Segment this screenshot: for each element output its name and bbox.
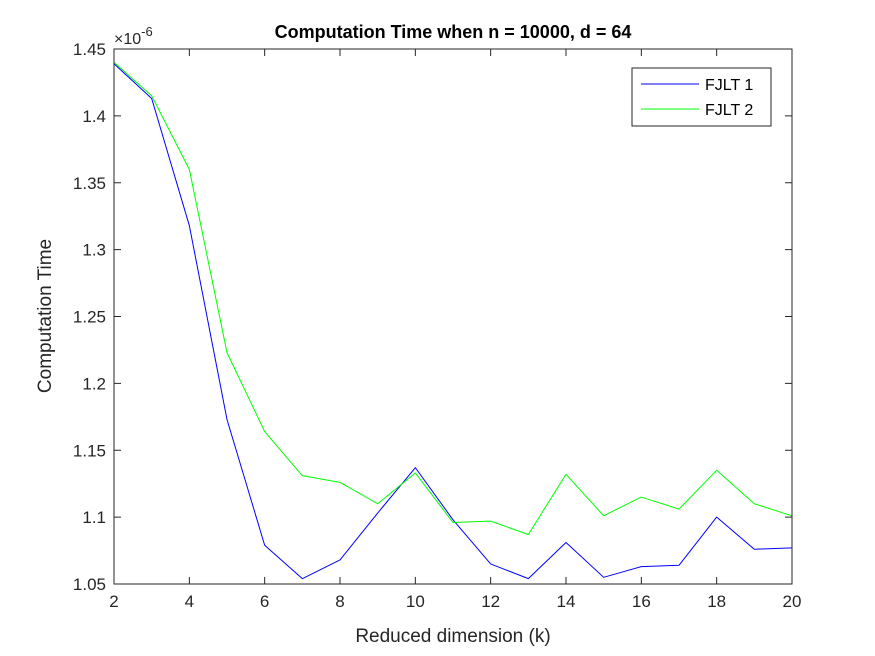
series-line-fjlt-1 bbox=[113, 63, 793, 580]
x-tick-label: 4 bbox=[185, 592, 194, 611]
series-line-fjlt-2 bbox=[113, 62, 793, 536]
y-exponent-label: ×10-6 bbox=[114, 24, 153, 48]
y-tick-label: 1.3 bbox=[82, 241, 106, 260]
y-tick-label: 1.4 bbox=[82, 107, 106, 126]
y-tick-label: 1.45 bbox=[73, 40, 106, 59]
y-tick-label: 1.35 bbox=[73, 174, 106, 193]
legend: FJLT 1 FJLT 2 bbox=[631, 67, 772, 127]
x-tick-label: 10 bbox=[406, 592, 425, 611]
plot-area bbox=[114, 49, 792, 584]
ticks-layer: 2 4 6 8 10 12 14 16 18 20 1.05 1.1 1.15 1.2 1.25 1.3 1.3… bbox=[73, 40, 802, 611]
y-tick-label: 1.25 bbox=[73, 308, 106, 327]
x-tick-label: 6 bbox=[260, 592, 269, 611]
chart-title: Computation Time when n = 10000, d = 64 bbox=[275, 22, 632, 42]
x-axis-label: Reduced dimension (k) bbox=[355, 626, 550, 647]
y-exponent-base: ×10 bbox=[114, 31, 141, 48]
y-tick-label: 1.05 bbox=[73, 575, 106, 594]
legend-box bbox=[631, 67, 772, 127]
legend-label-fjlt-1: FJLT 1 bbox=[705, 77, 753, 94]
y-tick-label: 1.1 bbox=[82, 508, 106, 527]
series-layer bbox=[113, 62, 793, 580]
x-tick-label: 2 bbox=[109, 592, 118, 611]
y-axis-label: Computation Time bbox=[35, 239, 56, 393]
x-tick-label: 18 bbox=[707, 592, 726, 611]
y-tick-label: 1.15 bbox=[73, 441, 106, 460]
legend-label-fjlt-2: FJLT 2 bbox=[705, 102, 753, 119]
y-tick-label: 1.2 bbox=[82, 374, 106, 393]
y-exponent-power: -6 bbox=[141, 24, 153, 39]
x-tick-label: 12 bbox=[481, 592, 500, 611]
x-tick-label: 14 bbox=[557, 592, 576, 611]
x-tick-label: 20 bbox=[783, 592, 802, 611]
x-tick-label: 8 bbox=[335, 592, 344, 611]
x-tick-label: 16 bbox=[632, 592, 651, 611]
